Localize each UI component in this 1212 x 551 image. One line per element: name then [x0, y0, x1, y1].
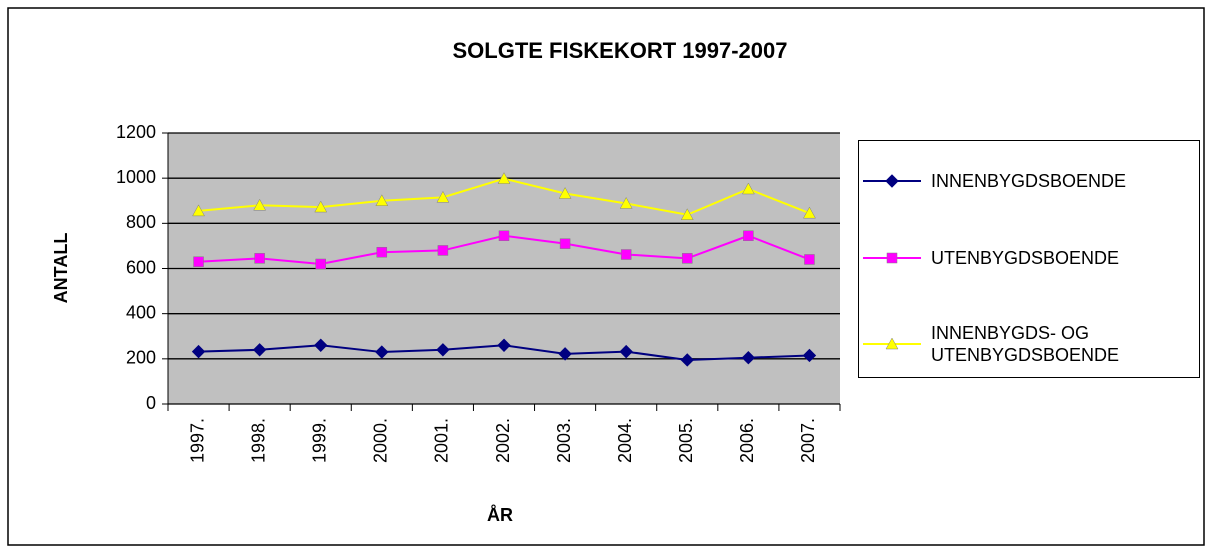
marker — [193, 256, 204, 267]
legend-item: INNENBYGDSBOENDE — [859, 159, 1191, 203]
legend-label: INNENBYGDSBOENDE — [931, 171, 1127, 191]
marker — [680, 353, 694, 367]
marker — [885, 337, 899, 350]
legend-icon — [863, 337, 921, 350]
legend-icon — [863, 252, 921, 264]
marker — [559, 238, 571, 249]
legend-item: UTENBYGDSBOENDE — [859, 236, 1191, 280]
marker — [497, 338, 511, 352]
x-tick-label: 2003. — [554, 418, 574, 463]
marker — [885, 174, 899, 188]
x-tick-label: 2002. — [493, 418, 513, 463]
marker — [254, 253, 265, 264]
marker — [802, 348, 817, 363]
y-axis-label: ANTALL — [51, 233, 71, 304]
marker — [619, 196, 633, 209]
legend: INNENBYGDSBOENDE UTENBYGDSBOENDE INNENBYGD… — [858, 140, 1200, 378]
legend-label: UTENBYGDSBOENDE — [931, 248, 1120, 268]
x-tick-label: 2000. — [371, 418, 391, 463]
marker — [376, 246, 388, 258]
legend-icon — [863, 174, 921, 188]
marker — [375, 194, 389, 206]
x-tick-label: 2001. — [432, 418, 452, 463]
x-tick-label: 1997. — [187, 418, 207, 463]
marker — [741, 182, 755, 195]
marker — [558, 187, 572, 199]
legend-label: INNENBYGDS- OG UTENBYGDSBOENDE — [931, 323, 1120, 365]
x-tick-label: 1999. — [309, 418, 329, 463]
x-tick-label: 2007. — [798, 418, 818, 463]
marker — [315, 258, 326, 270]
y-tick-label: 200 — [126, 348, 156, 368]
marker — [191, 344, 206, 359]
x-tick-label: 1998. — [248, 418, 268, 463]
marker — [741, 350, 756, 365]
y-tick-label: 0 — [146, 393, 156, 413]
marker — [558, 347, 572, 361]
marker — [252, 343, 267, 357]
y-tick-label: 400 — [126, 302, 156, 322]
y-tick-label: 800 — [126, 212, 156, 232]
marker — [620, 249, 632, 260]
x-tick-label: 2004. — [615, 418, 635, 463]
y-tick-label: 600 — [126, 257, 156, 277]
marker — [314, 338, 328, 352]
marker — [803, 206, 816, 219]
marker — [680, 208, 694, 221]
x-axis-label: ÅR — [487, 505, 513, 525]
marker — [804, 254, 815, 265]
marker — [436, 343, 450, 357]
marker — [314, 200, 328, 213]
marker — [886, 252, 898, 264]
chart-title: SOLGTE FISKEKORT 1997-2007 — [453, 38, 788, 63]
marker — [743, 230, 754, 242]
legend-item: INNENBYGDS- OG UTENBYGDSBOENDE — [859, 322, 1191, 366]
x-tick-label: 2006. — [737, 418, 757, 463]
x-tick-label: 2005. — [676, 418, 696, 463]
marker — [436, 190, 450, 203]
marker — [192, 204, 205, 217]
marker — [497, 172, 511, 184]
marker — [253, 198, 267, 211]
y-tick-label: 1000 — [116, 167, 156, 187]
marker — [437, 245, 449, 256]
marker — [498, 230, 510, 242]
marker — [682, 253, 693, 264]
marker — [619, 344, 633, 359]
marker — [375, 345, 389, 359]
y-tick-label: 1200 — [116, 122, 156, 142]
